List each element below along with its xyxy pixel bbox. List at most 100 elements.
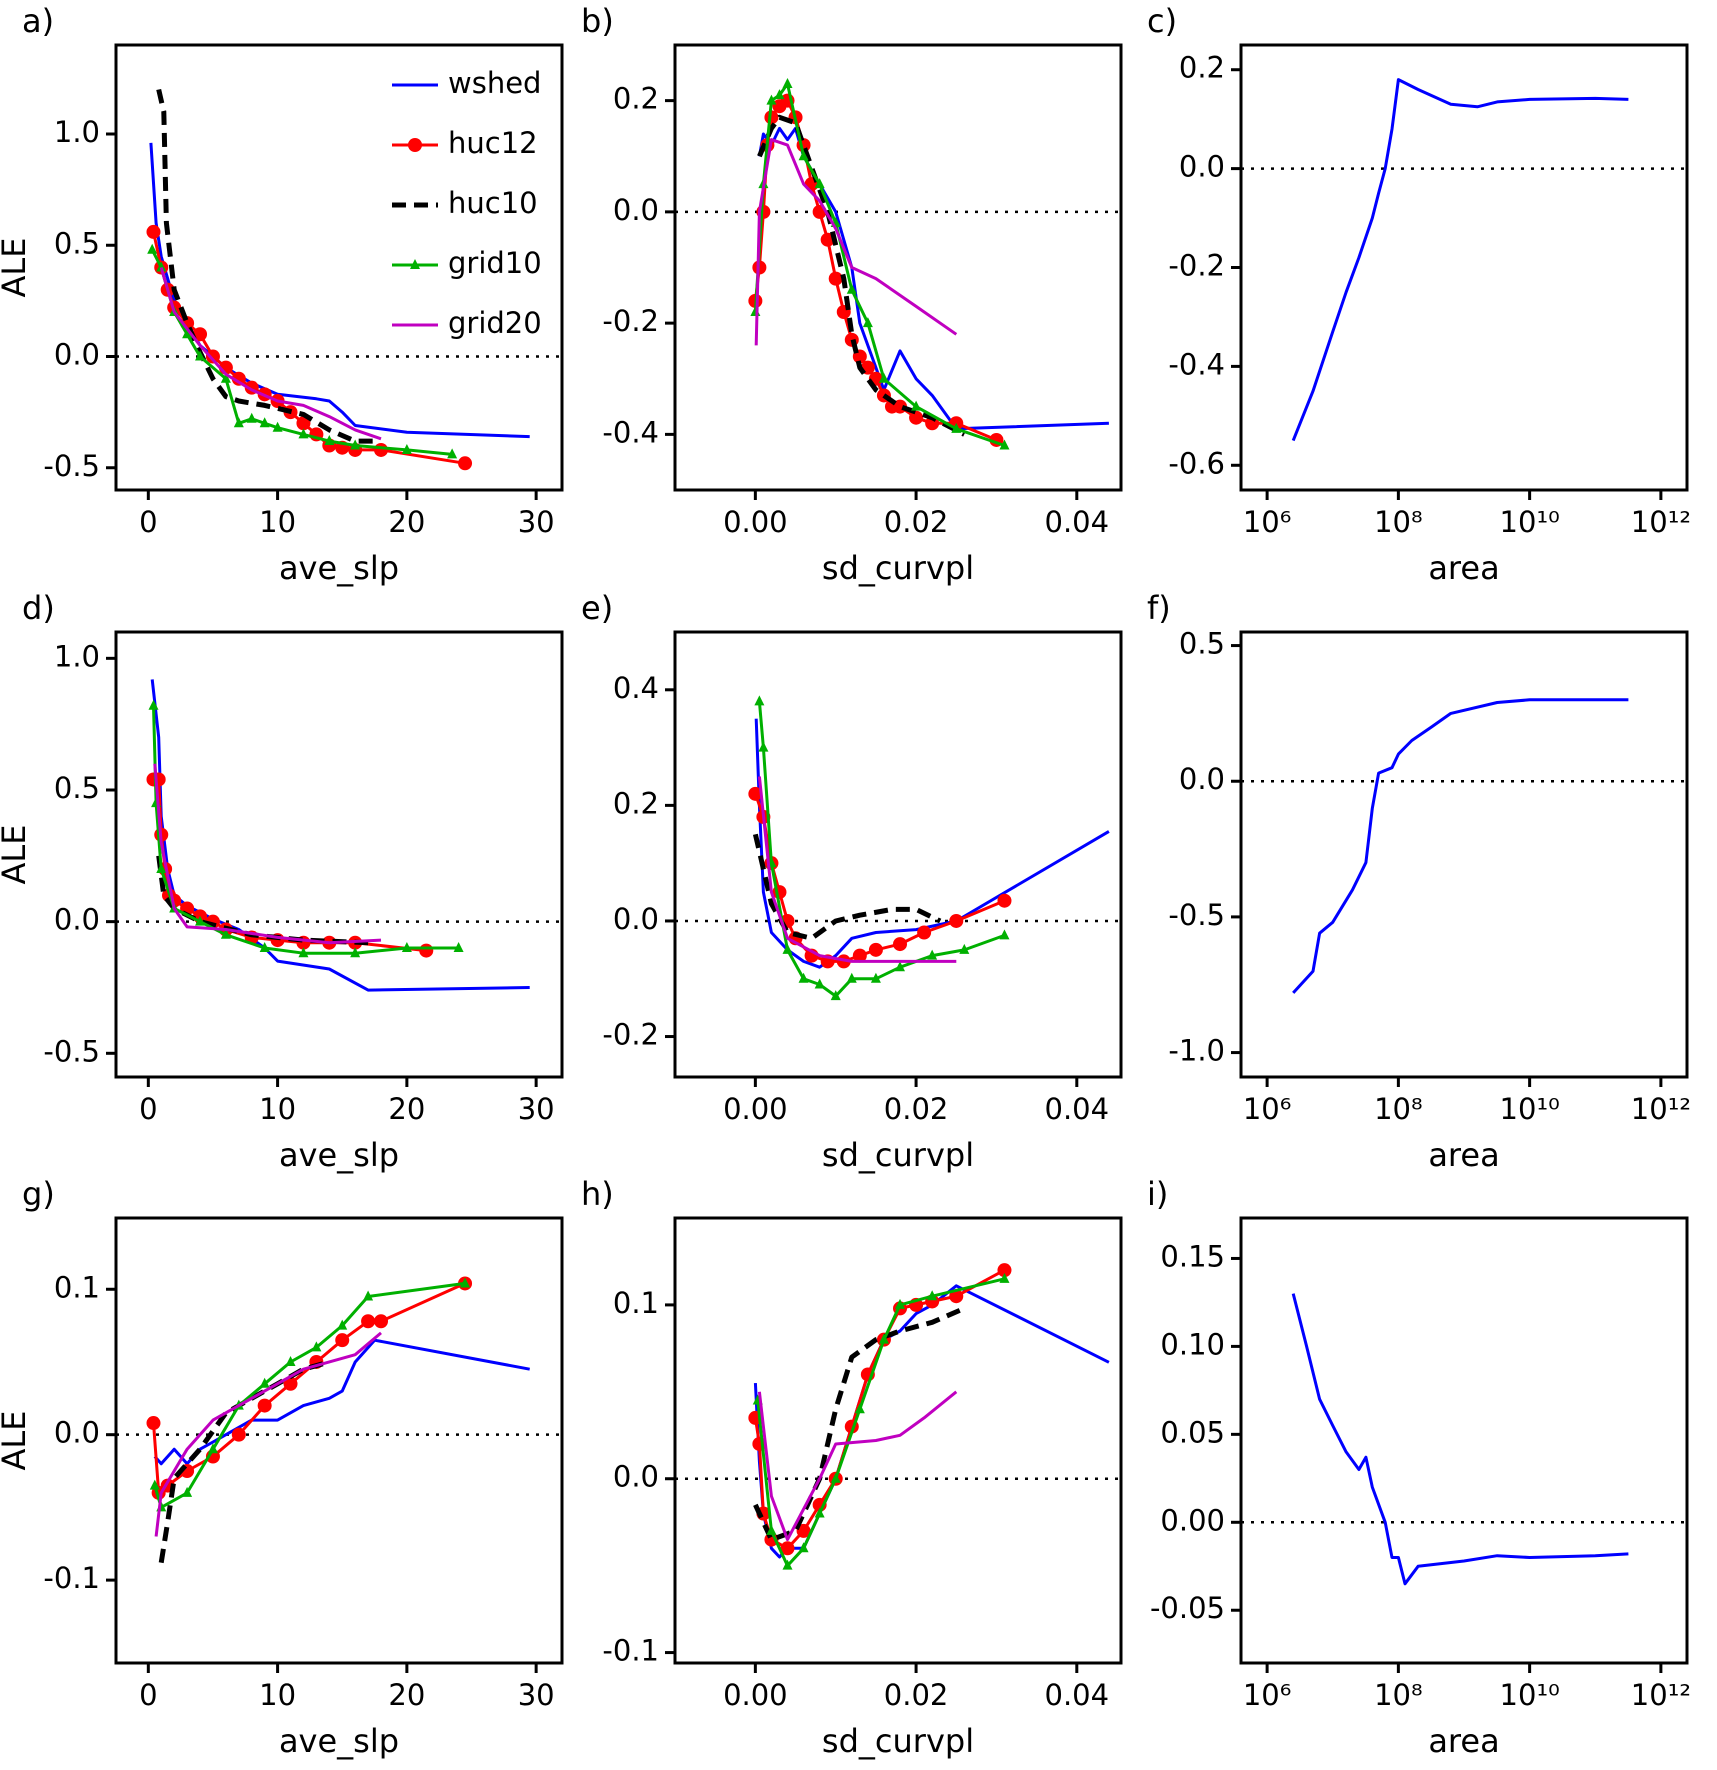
panel-label: f)	[1147, 589, 1171, 627]
series-line	[754, 718, 1110, 969]
x-tick-label: 10⁸	[1374, 1092, 1423, 1126]
series-line	[753, 1284, 1110, 1559]
point-marker	[231, 1427, 246, 1442]
point-marker	[798, 972, 809, 983]
point-marker	[895, 961, 906, 972]
x-tick-label: 20	[388, 1092, 425, 1126]
point-marker	[195, 915, 206, 926]
y-axis-label: ALE	[0, 1411, 33, 1471]
y-tick-label: -0.4	[602, 415, 659, 449]
point-marker	[419, 943, 434, 958]
y-tick-label: 0.5	[54, 226, 100, 260]
x-tick-label: 10	[259, 1092, 296, 1126]
point-marker	[750, 306, 761, 316]
point-marker	[148, 699, 159, 710]
x-tick-label: 10⁸	[1374, 1678, 1423, 1712]
point-marker	[283, 1376, 298, 1391]
x-tick-label: 10⁶	[1243, 1678, 1292, 1712]
y-tick-label: 0.5	[1179, 627, 1225, 661]
point-marker	[151, 772, 166, 787]
point-marker	[285, 1355, 296, 1366]
point-marker	[272, 421, 283, 432]
point-marker	[361, 1314, 376, 1329]
y-tick-label: 0.05	[1160, 1415, 1225, 1449]
y-tick-label: -1.0	[1168, 1034, 1225, 1068]
series-line	[757, 126, 1109, 431]
y-tick-label: 0.0	[54, 903, 100, 937]
point-marker	[363, 1290, 374, 1301]
x-tick-label: 10¹²	[1631, 505, 1691, 539]
y-tick-label: 0.0	[54, 338, 100, 372]
x-axis-label: area	[1428, 1722, 1499, 1760]
series-line	[1291, 1293, 1629, 1586]
point-marker	[999, 929, 1010, 940]
point-marker	[774, 89, 785, 100]
point-marker	[156, 862, 167, 873]
x-tick-label: 10¹⁰	[1500, 1092, 1560, 1126]
point-marker	[460, 1277, 471, 1288]
point-marker	[453, 941, 464, 952]
legend-label: grid10	[448, 246, 542, 280]
point-marker	[374, 1314, 389, 1329]
point-marker	[298, 947, 309, 958]
point-marker	[764, 110, 779, 125]
point-marker	[220, 372, 231, 383]
panel-label: h)	[581, 1175, 614, 1213]
point-marker	[997, 1263, 1012, 1278]
series-line	[757, 1390, 958, 1542]
x-axis-label: ave_slp	[279, 1136, 399, 1174]
x-tick-label: 0	[139, 1678, 157, 1712]
plot-frame	[1239, 43, 1689, 492]
point-marker	[911, 400, 922, 411]
x-tick-label: 0	[139, 1092, 157, 1126]
x-tick-label: 0.04	[1045, 1678, 1110, 1712]
series-line	[154, 1331, 382, 1537]
point-marker	[830, 990, 841, 1001]
legend-label: huc10	[448, 186, 538, 220]
series-line	[153, 1281, 466, 1509]
point-marker	[182, 1486, 193, 1497]
plot-frame	[114, 43, 564, 492]
x-tick-label: 0.00	[723, 505, 788, 539]
series-line	[757, 776, 957, 963]
y-tick-label: 0.00	[1160, 1503, 1225, 1537]
y-tick-label: -0.2	[602, 1018, 659, 1052]
x-tick-label: 20	[388, 1678, 425, 1712]
point-marker	[259, 417, 270, 428]
x-axis-label: area	[1428, 549, 1499, 587]
point-marker	[147, 243, 158, 254]
point-marker	[927, 949, 938, 960]
point-marker	[846, 283, 857, 294]
y-tick-label: -0.5	[1168, 898, 1225, 932]
panel-label: a)	[22, 2, 54, 40]
y-tick-label: 0.0	[613, 1460, 659, 1494]
x-tick-label: 10¹⁰	[1500, 505, 1560, 539]
point-marker	[959, 943, 970, 954]
y-axis-label: ALE	[0, 238, 33, 298]
point-marker	[917, 925, 932, 940]
y-tick-label: -0.4	[1168, 347, 1225, 381]
x-tick-label: 10¹⁰	[1500, 1678, 1560, 1712]
plot-frame	[114, 630, 564, 1079]
panel-label: d)	[22, 589, 55, 627]
plot-frame	[673, 43, 1123, 492]
point-marker	[374, 442, 389, 457]
series-line	[152, 1282, 466, 1495]
point-marker	[259, 941, 270, 952]
point-marker	[324, 435, 335, 446]
point-marker	[311, 1341, 322, 1352]
y-tick-label: -0.2	[1168, 249, 1225, 283]
x-tick-label: 0.02	[884, 505, 949, 539]
x-tick-label: 10⁸	[1374, 505, 1423, 539]
y-tick-label: 1.0	[54, 639, 100, 673]
x-axis-label: sd_curvpl	[822, 1136, 974, 1174]
point-marker	[782, 943, 793, 954]
series-line	[153, 778, 427, 953]
panel-label: g)	[22, 1175, 55, 1213]
x-tick-label: 10⁶	[1243, 1092, 1292, 1126]
point-marker	[796, 1523, 811, 1538]
point-marker	[758, 741, 769, 752]
x-tick-label: 10⁶	[1243, 505, 1292, 539]
point-marker	[259, 1377, 270, 1388]
